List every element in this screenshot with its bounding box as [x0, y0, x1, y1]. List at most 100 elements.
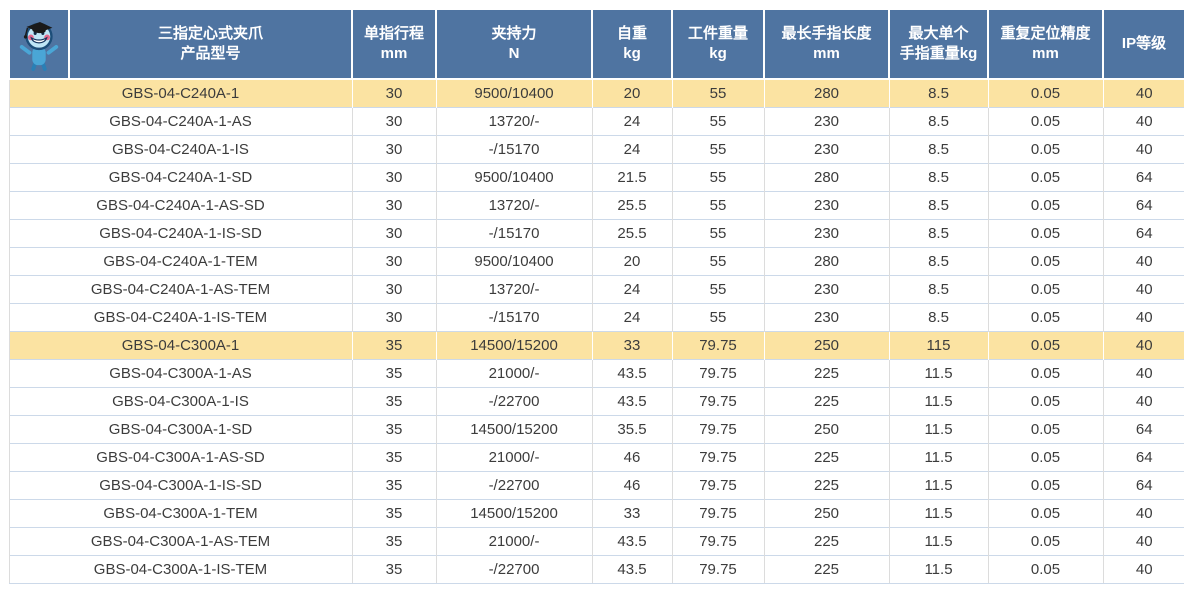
cell-value: 35	[351, 414, 436, 443]
cell-value: 46	[591, 442, 672, 471]
cell-value: 0.05	[987, 106, 1103, 135]
cell-value: 8.5	[888, 218, 988, 247]
cell-value: 24	[591, 302, 672, 331]
table-row: GBS-04-C300A-1-IS-SD 35 -/22700 46 79.75 225 1…	[8, 470, 1184, 499]
logo-cell	[8, 8, 70, 80]
table-row: GBS-04-C300A-1-SD 35 14500/15200 35.5 79.75 2…	[8, 414, 1184, 443]
cell-value: 43.5	[591, 554, 672, 584]
cell-value: 0.05	[987, 414, 1103, 443]
table-row: GBS-04-C300A-1 35 14500/15200 33 79.75 250 115…	[8, 330, 1184, 359]
cell-value: 64	[1102, 442, 1184, 471]
cell-value: 8.5	[888, 78, 988, 107]
table-body: GBS-04-C240A-1 30 9500/10400 20 55 280 8.5 0.05…	[8, 78, 1184, 584]
cell-value: -/22700	[435, 386, 592, 415]
table-row: GBS-04-C300A-1-TEM 35 14500/15200 33 79.75 25…	[8, 498, 1184, 527]
cell-value: 35	[351, 442, 436, 471]
table-row: GBS-04-C300A-1-AS-TEM 35 21000/- 43.5 79.75 2…	[8, 526, 1184, 555]
cell-value: 64	[1102, 414, 1184, 443]
cell-value: 35	[351, 386, 436, 415]
cell-value: 79.75	[671, 330, 764, 359]
cell-value: 280	[763, 246, 889, 275]
header-product-model-line2: 产品型号	[180, 45, 241, 62]
cell-value: 0.05	[987, 498, 1103, 527]
cell-value: 64	[1102, 470, 1184, 499]
cell-value: 33	[591, 498, 672, 527]
header-product-model: 三指定心式夹爪 产品型号	[68, 8, 353, 80]
cell-value: 40	[1102, 330, 1184, 359]
cell-value: 30	[351, 134, 436, 163]
cell-value: 21000/-	[435, 526, 592, 555]
cell-value: 40	[1102, 554, 1184, 584]
cell-value: 230	[763, 134, 889, 163]
table-row: GBS-04-C300A-1-AS 35 21000/- 43.5 79.75 225 11…	[8, 358, 1184, 387]
cell-value: 8.5	[888, 162, 988, 191]
cell-value: 0.05	[987, 554, 1103, 584]
cell-value: 8.5	[888, 134, 988, 163]
cell-value: 250	[763, 414, 889, 443]
table-row: GBS-04-C240A-1-IS-SD 30 -/15170 25.5 55 230 8.…	[8, 218, 1184, 247]
table-row: GBS-04-C300A-1-IS-TEM 35 -/22700 43.5 79.75 2…	[8, 554, 1184, 584]
cell-value: 79.75	[671, 498, 764, 527]
header-repeat-accuracy: 重复定位精度 mm	[987, 8, 1104, 80]
cell-value: 280	[763, 78, 889, 107]
header-max-single-finger-weight: 最大单个 手指重量kg	[888, 8, 989, 80]
cell-value: -/15170	[435, 134, 592, 163]
cell-value: 11.5	[888, 526, 988, 555]
cell-value: 55	[671, 78, 764, 107]
cell-value: 35	[351, 554, 436, 584]
cell-value: 13720/-	[435, 106, 592, 135]
cell-value: 40	[1102, 246, 1184, 275]
table-row: GBS-04-C240A-1-TEM 30 9500/10400 20 55 280 8.5…	[8, 246, 1184, 275]
cell-product-model: GBS-04-C300A-1-IS	[8, 386, 352, 415]
cell-value: 230	[763, 190, 889, 219]
cell-value: 30	[351, 274, 436, 303]
cell-value: 14500/15200	[435, 498, 592, 527]
cell-value: 79.75	[671, 414, 764, 443]
cell-value: 225	[763, 470, 889, 499]
cell-value: 11.5	[888, 358, 988, 387]
cell-value: 8.5	[888, 246, 988, 275]
cell-value: 0.05	[987, 78, 1103, 107]
cell-value: 43.5	[591, 358, 672, 387]
cell-value: 230	[763, 106, 889, 135]
cell-value: 55	[671, 274, 764, 303]
cell-value: 0.05	[987, 190, 1103, 219]
cell-value: 25.5	[591, 218, 672, 247]
cell-value: 55	[671, 218, 764, 247]
cell-value: 11.5	[888, 442, 988, 471]
cell-value: 14500/15200	[435, 414, 592, 443]
cell-value: 11.5	[888, 386, 988, 415]
cell-value: 13720/-	[435, 190, 592, 219]
cell-value: 40	[1102, 526, 1184, 555]
cell-value: 8.5	[888, 302, 988, 331]
cell-product-model: GBS-04-C240A-1	[8, 78, 352, 107]
table-row: GBS-04-C300A-1-AS-SD 35 21000/- 46 79.75 225 1…	[8, 442, 1184, 471]
cell-product-model: GBS-04-C240A-1-AS	[8, 106, 352, 135]
table-row: GBS-04-C240A-1 30 9500/10400 20 55 280 8.5 0.05…	[8, 78, 1184, 107]
cell-value: 13720/-	[435, 274, 592, 303]
cell-product-model: GBS-04-C240A-1-AS-SD	[8, 190, 352, 219]
header-self-weight: 自重 kg	[591, 8, 673, 80]
cell-value: 46	[591, 470, 672, 499]
header-single-finger-stroke: 单指行程 mm	[351, 8, 437, 80]
header-product-model-line1: 三指定心式夹爪	[157, 25, 263, 42]
cell-value: 64	[1102, 162, 1184, 191]
cell-value: 0.05	[987, 386, 1103, 415]
cell-value: 280	[763, 162, 889, 191]
cell-value: 0.05	[987, 442, 1103, 471]
table-row: GBS-04-C240A-1-AS-SD 30 13720/- 25.5 55 230 8.…	[8, 190, 1184, 219]
cell-value: 40	[1102, 78, 1184, 107]
cell-value: 33	[591, 330, 672, 359]
cell-value: 0.05	[987, 330, 1103, 359]
cell-product-model: GBS-04-C300A-1	[8, 330, 352, 359]
cell-value: 21000/-	[435, 358, 592, 387]
cell-product-model: GBS-04-C240A-1-SD	[8, 162, 352, 191]
product-spec-table-container: 三指定心式夹爪 产品型号 单指行程 mm 夹持力 N 自重 kg 工件重量	[8, 8, 1184, 584]
cell-value: 30	[351, 190, 436, 219]
table-row: GBS-04-C240A-1-IS 30 -/15170 24 55 230 8.5 0.05…	[8, 134, 1184, 163]
cell-product-model: GBS-04-C300A-1-TEM	[8, 498, 352, 527]
cell-value: 0.05	[987, 134, 1103, 163]
cell-value: 11.5	[888, 554, 988, 584]
cell-product-model: GBS-04-C300A-1-AS-TEM	[8, 526, 352, 555]
header-row: 三指定心式夹爪 产品型号 单指行程 mm 夹持力 N 自重 kg 工件重量	[8, 8, 1184, 80]
